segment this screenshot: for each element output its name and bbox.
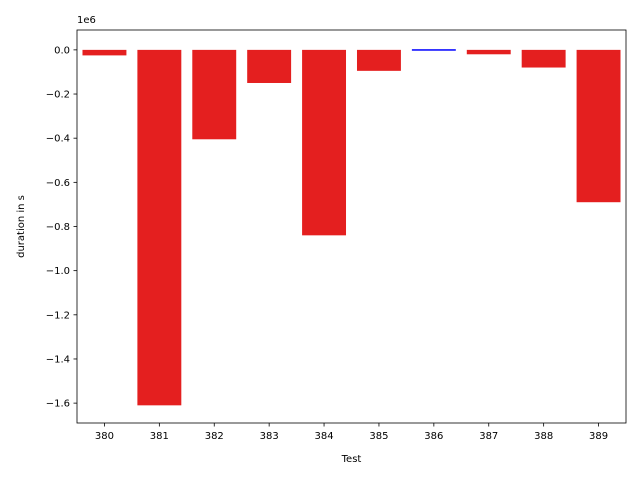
y-tick-label: 0.0 (54, 45, 70, 56)
y-tick-label: −1.2 (46, 310, 70, 321)
x-tick-label: 383 (260, 431, 279, 442)
bar-384 (302, 49, 347, 236)
y-axis-offset-label: 1e6 (77, 15, 96, 26)
y-tick-label: −1.6 (46, 399, 70, 410)
bar-381 (137, 49, 182, 406)
x-tick-label: 384 (315, 431, 334, 442)
bars-group (82, 49, 621, 406)
y-tick-label: −1.0 (46, 266, 70, 277)
x-tick-label: 385 (369, 431, 388, 442)
bar-388 (521, 49, 566, 68)
x-tick-label: 386 (424, 431, 443, 442)
y-ticks-group: 0.0 −0.2 −0.4 −0.6 −0.8 −1.0 −1.2 −1.4 −1.6 (46, 45, 77, 410)
y-tick-label: −0.6 (46, 178, 70, 189)
bar-386 (411, 49, 456, 51)
bar-383 (247, 49, 292, 83)
x-ticks-group: 380 381 382 383 384 385 386 387 388 389 (95, 423, 608, 442)
bar-380 (82, 49, 127, 56)
plot-frame (76, 29, 627, 424)
x-tick-label: 380 (95, 431, 114, 442)
y-axis-title: duration in s (16, 195, 27, 258)
x-tick-label: 381 (150, 431, 169, 442)
x-axis-title: Test (341, 454, 362, 465)
x-tick-label: 387 (479, 431, 498, 442)
bar-382 (192, 49, 237, 140)
x-tick-label: 382 (205, 431, 224, 442)
bar-389 (576, 49, 621, 203)
y-tick-label: −0.8 (46, 222, 70, 233)
x-tick-label: 389 (589, 431, 608, 442)
y-tick-label: −0.4 (46, 134, 70, 145)
bar-387 (466, 49, 511, 55)
bar-385 (356, 49, 401, 71)
y-tick-label: −1.4 (46, 354, 70, 365)
x-tick-label: 388 (534, 431, 553, 442)
y-tick-label: −0.2 (46, 90, 70, 101)
